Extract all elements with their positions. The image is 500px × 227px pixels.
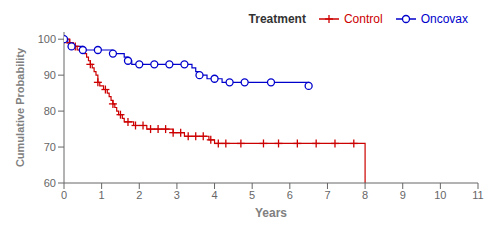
svg-text:100: 100 [38,33,56,45]
svg-text:4: 4 [211,189,217,201]
svg-text:1: 1 [99,189,105,201]
svg-text:60: 60 [44,177,56,189]
svg-text:6: 6 [287,189,293,201]
svg-text:2: 2 [136,189,142,201]
svg-text:0: 0 [61,189,67,201]
svg-text:80: 80 [44,105,56,117]
svg-text:11: 11 [472,189,483,201]
html-text:Treatment: Treatment [248,12,306,26]
svg-text:8: 8 [362,189,368,201]
svg-text:70: 70 [44,141,56,153]
svg-text:5: 5 [249,189,255,201]
svg-text:Years: Years [255,206,287,219]
html-text:Control: Control [344,12,383,26]
svg-text:10: 10 [434,189,446,201]
svg-text:Cumulative Probability: Cumulative Probability [14,47,26,167]
svg-text:7: 7 [324,189,330,201]
svg-text:9: 9 [400,189,406,201]
svg-text:90: 90 [44,69,56,81]
svg-text:3: 3 [174,189,180,201]
html-text:Oncovax: Oncovax [420,12,468,26]
